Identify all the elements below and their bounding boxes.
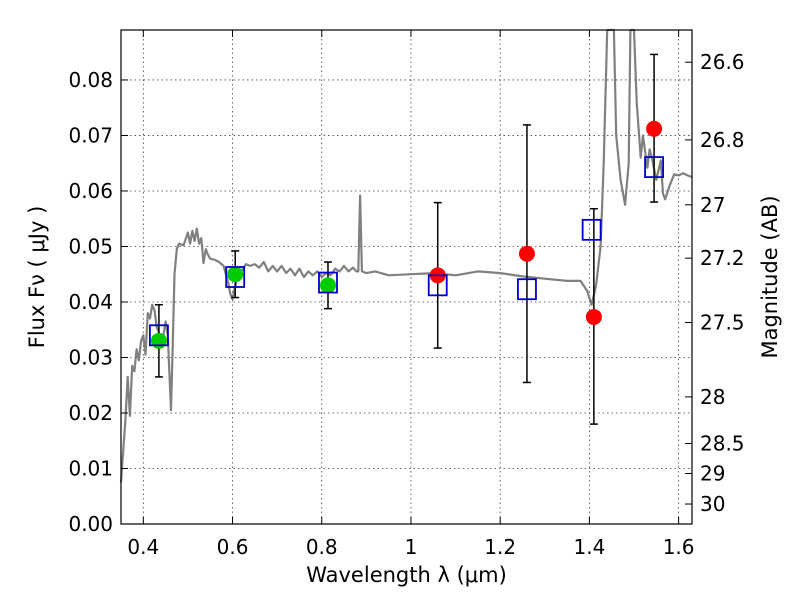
marker-layer bbox=[149, 120, 664, 349]
x-tick-label: 1 bbox=[405, 535, 418, 559]
model-square-marker bbox=[149, 324, 169, 347]
y-tick-label: 0.01 bbox=[68, 456, 113, 480]
x-tick-label: 1.6 bbox=[663, 535, 695, 559]
model-square-marker bbox=[644, 156, 664, 178]
data-point bbox=[227, 266, 244, 283]
model-square-marker bbox=[581, 218, 602, 241]
data-point bbox=[319, 277, 336, 294]
data-point bbox=[585, 308, 602, 325]
spectrum-layer bbox=[119, 28, 693, 483]
magnitude-axis-title: Magnitude (AB) bbox=[758, 195, 782, 358]
y-tick-label: 0.03 bbox=[68, 345, 113, 369]
magnitude-tick-label: 26.8 bbox=[700, 128, 745, 152]
magnitude-tick-label: 29 bbox=[700, 461, 725, 485]
y-tick-label: 0.02 bbox=[68, 401, 113, 425]
magnitude-tick-label: 28 bbox=[700, 385, 725, 409]
magnitude-tick-label: 27.5 bbox=[700, 311, 745, 335]
x-tick-label: 0.4 bbox=[127, 535, 159, 559]
x-tick-label: 0.6 bbox=[217, 535, 249, 559]
y-tick-label: 0.06 bbox=[68, 179, 113, 203]
x-tick-label: 0.8 bbox=[306, 535, 338, 559]
y-tick-label: 0.08 bbox=[68, 68, 113, 92]
magnitude-axis-ticks: 26.6 26.8 27 27.2 27.5 28 28.5 29 30 bbox=[685, 50, 745, 516]
y-axis-ticks: 0.00 0.01 0.02 0.03 0.04 0.05 0.06 0.07 0.08 bbox=[68, 68, 128, 536]
plot-frame bbox=[120, 29, 693, 525]
x-axis-ticks: 0.4 0.6 0.8 1 1.2 1.4 1.6 bbox=[127, 30, 695, 559]
model-square-marker bbox=[318, 271, 338, 294]
x-axis-title: Wavelength λ (μm) bbox=[306, 563, 507, 587]
data-point bbox=[150, 332, 167, 349]
y-tick-label: 0.00 bbox=[68, 512, 113, 536]
model-square-marker bbox=[517, 278, 537, 301]
x-tick-label: 1.2 bbox=[484, 535, 516, 559]
y-tick-label: 0.07 bbox=[68, 123, 113, 147]
magnitude-tick-label: 27 bbox=[700, 193, 725, 217]
magnitude-tick-label: 30 bbox=[700, 492, 725, 516]
data-point bbox=[646, 120, 663, 137]
model-square-marker bbox=[225, 266, 246, 288]
y-tick-label: 0.04 bbox=[68, 290, 113, 314]
y-axis-title: Flux Fν ( μJy ) bbox=[25, 206, 49, 349]
magnitude-tick-label: 26.6 bbox=[700, 50, 745, 74]
spectrum-line bbox=[119, 28, 693, 483]
model-square-marker bbox=[427, 274, 448, 297]
magnitude-tick-label: 28.5 bbox=[700, 432, 745, 456]
magnitude-tick-label: 27.2 bbox=[700, 246, 745, 270]
data-point bbox=[518, 245, 535, 262]
x-tick-label: 1.4 bbox=[573, 535, 605, 559]
y-tick-label: 0.05 bbox=[68, 234, 113, 258]
